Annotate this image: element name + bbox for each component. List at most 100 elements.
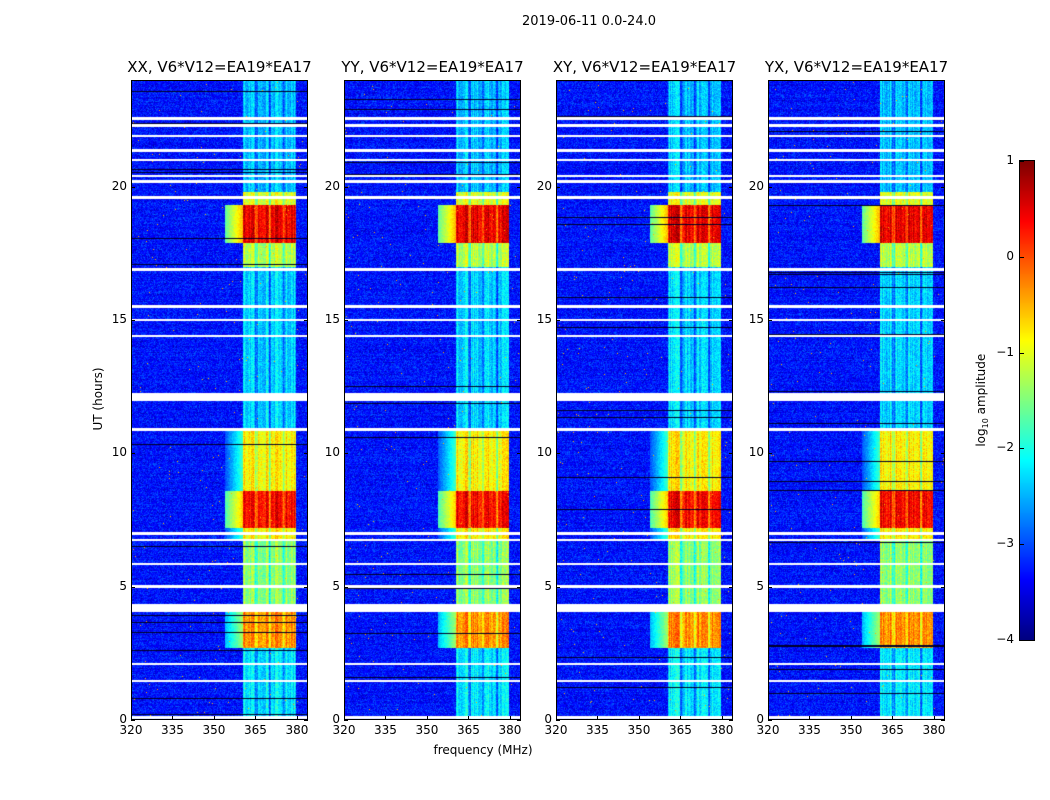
y-tick [556, 320, 560, 321]
colorbar-tick [1020, 352, 1024, 354]
x-tick [344, 716, 345, 720]
spectrogram-yx [768, 80, 945, 720]
y-tick-label: 15 [748, 312, 764, 326]
y-tick [131, 320, 135, 321]
y-tick [729, 453, 733, 455]
x-tick-label: 365 [669, 723, 692, 737]
x-tick-label: 335 [161, 723, 184, 737]
y-tick [344, 720, 348, 721]
y-tick-label: 15 [324, 312, 340, 326]
x-tick [296, 716, 298, 720]
y-tick [941, 453, 945, 455]
panel-xy: XY, V6*V12=EA19*EA17 320 335 350 365 380 0 5 10… [537, 58, 736, 737]
x-tick [556, 716, 557, 720]
axes-frame [131, 80, 308, 720]
y-tick-label: 5 [332, 578, 340, 593]
y-tick [344, 453, 348, 455]
y-tick [131, 586, 135, 588]
colorbar-tick-label: 1 [1006, 153, 1014, 167]
y-tick [344, 586, 348, 588]
panel-title: XY, V6*V12=EA19*EA17 [552, 58, 737, 76]
x-tick [721, 716, 723, 720]
y-tick [304, 320, 308, 321]
colorbar-tick-label: −4 [996, 632, 1014, 646]
colorbar-tick-label: −1 [996, 344, 1014, 359]
y-tick-label: 5 [119, 578, 127, 593]
y-tick-label: 0 [544, 712, 552, 726]
spectrogram-yy [344, 80, 521, 720]
y-tick [517, 720, 521, 721]
y-tick [517, 186, 521, 188]
y-tick-label: 15 [536, 312, 552, 326]
y-tick [131, 720, 135, 721]
y-tick [729, 320, 733, 321]
y-tick [517, 320, 521, 321]
y-tick [556, 453, 560, 455]
x-tick-label: 320 [119, 723, 143, 737]
y-tick [941, 320, 945, 321]
panel-yx: YX, V6*V12=EA19*EA17 320 335 350 365 380 0 5 10… [749, 58, 948, 737]
x-tick-label: 365 [881, 723, 904, 737]
colorbar-tick [1020, 544, 1024, 546]
panel-xx: XX, V6*V12=EA19*EA17 320 335 350 365 380 0 5 10… [112, 58, 312, 737]
axes-frame [344, 80, 521, 720]
y-tick [556, 586, 560, 588]
y-tick [556, 720, 560, 721]
x-tick-label: 365 [244, 723, 267, 737]
x-tick-label: 380 [922, 723, 946, 737]
y-tick [304, 186, 308, 188]
x-tick-label: 320 [332, 723, 356, 737]
spectrogram-xy [556, 80, 733, 720]
y-tick [344, 186, 348, 188]
y-tick-label: 10 [324, 445, 340, 460]
x-tick-label: 350 [627, 723, 651, 737]
y-tick [517, 453, 521, 455]
x-tick-label: 350 [839, 723, 863, 737]
y-tick [131, 186, 135, 188]
colorbar-label-sub: 10 [981, 418, 991, 429]
y-tick-label: 20 [748, 178, 764, 193]
x-tick-label: 320 [544, 723, 568, 737]
y-tick-label: 10 [748, 445, 764, 460]
y-tick-label: 5 [544, 578, 552, 593]
x-tick-label: 380 [710, 723, 734, 737]
spectrogram-xx [131, 80, 308, 720]
axes-frame [556, 80, 733, 720]
y-tick-label: 0 [332, 712, 340, 726]
figure-suptitle: 2019-06-11 0.0-24.0 [522, 14, 656, 29]
x-tick-label: 365 [457, 723, 480, 737]
x-tick-label: 350 [415, 723, 439, 737]
x-tick [385, 716, 387, 720]
y-tick [304, 586, 308, 588]
x-tick [509, 716, 511, 720]
y-tick [517, 586, 521, 588]
y-tick [556, 186, 560, 188]
y-tick-label: 10 [111, 445, 127, 460]
x-tick [933, 716, 935, 720]
x-tick [172, 716, 174, 720]
y-tick [941, 186, 945, 188]
y-tick-label: 0 [119, 712, 127, 726]
y-tick [941, 720, 945, 721]
x-tick [850, 716, 852, 720]
x-tick [680, 716, 682, 720]
y-tick [768, 186, 772, 188]
colorbar-label-suffix: amplitude [973, 353, 988, 419]
y-tick-label: 10 [536, 445, 552, 460]
colorbar [1019, 160, 1035, 641]
x-tick [892, 716, 894, 720]
y-axis-label: UT (hours) [91, 367, 105, 431]
colorbar-tick-label: 0 [1006, 248, 1014, 263]
panel-yy: YY, V6*V12=EA19*EA17 320 335 350 365 380 0 5 10… [325, 58, 524, 737]
colorbar-tick-label: −2 [996, 440, 1014, 455]
x-tick [638, 716, 640, 720]
y-tick [304, 720, 308, 721]
x-tick-label: 380 [285, 723, 309, 737]
colorbar-tick [1020, 256, 1024, 258]
x-tick-label: 335 [374, 723, 397, 737]
x-tick [213, 716, 215, 720]
y-tick [131, 453, 135, 455]
y-tick-label: 0 [756, 712, 764, 726]
y-tick [344, 320, 348, 321]
